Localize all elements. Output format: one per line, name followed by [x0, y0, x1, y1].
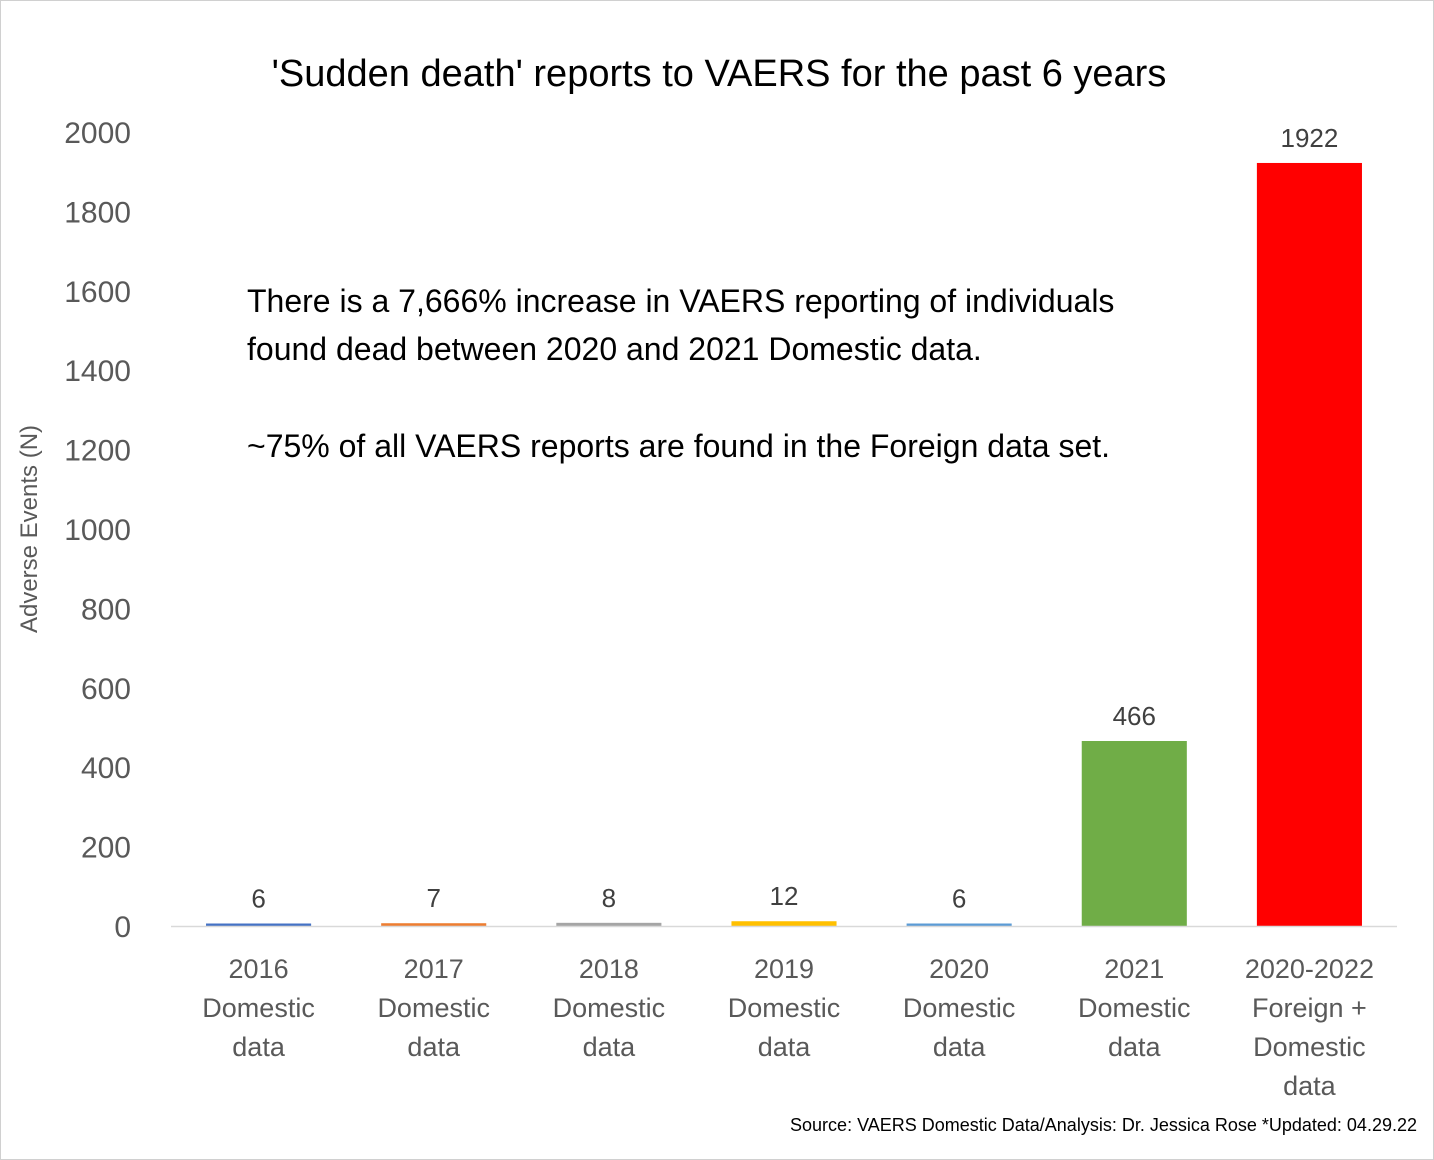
- x-tick-label: 2020-2022 Foreign + Domestic data: [1245, 954, 1374, 1101]
- y-axis-ticks: 0 200 400 600 800 1000 1200 1400 1600 1800 2000: [64, 117, 131, 944]
- annotation-text: There is a 7,666% increase in VAERS repo…: [247, 283, 1114, 464]
- y-tick-label: 800: [81, 593, 131, 626]
- y-tick-label: 1600: [64, 276, 131, 309]
- x-tick-label: 2018 Domestic data: [553, 954, 666, 1062]
- x-tick-label: 2017 Domestic data: [377, 954, 490, 1062]
- y-tick-label: 1200: [64, 435, 131, 468]
- bar: [1081, 740, 1187, 926]
- y-tick-label: 2000: [64, 117, 131, 150]
- bar: [381, 923, 487, 926]
- y-tick-label: 1000: [64, 514, 131, 547]
- bars: [206, 162, 1362, 926]
- bar: [731, 921, 837, 926]
- x-tick-label: 2016 Domestic data: [202, 954, 315, 1062]
- source-note: Source: VAERS Domestic Data/Analysis: Dr…: [790, 1115, 1417, 1135]
- x-tick-label: 2020 Domestic data: [903, 954, 1016, 1062]
- annotation-line-2: found dead between 2020 and 2021 Domesti…: [247, 331, 982, 367]
- data-label: 7: [426, 883, 440, 913]
- data-labels: 6 7 8 12 6 466 1922: [251, 123, 1338, 914]
- data-label: 466: [1113, 701, 1156, 731]
- bar: [1256, 162, 1362, 926]
- data-label: 12: [770, 881, 799, 911]
- y-tick-label: 400: [81, 752, 131, 785]
- bar: [206, 923, 312, 926]
- data-label: 6: [952, 884, 966, 914]
- y-tick-label: 1800: [64, 196, 131, 229]
- annotation-line-1: There is a 7,666% increase in VAERS repo…: [247, 283, 1114, 319]
- x-tick-label: 2021 Domestic data: [1078, 954, 1191, 1062]
- y-tick-label: 1400: [64, 355, 131, 388]
- y-tick-label: 0: [114, 911, 131, 944]
- bar: [556, 922, 662, 926]
- x-axis-ticks: 2016 Domestic data 2017 Domestic data 2018 Dome…: [202, 954, 1374, 1101]
- y-tick-label: 200: [81, 832, 131, 865]
- annotation-line-3: ~75% of all VAERS reports are found in t…: [247, 428, 1110, 464]
- y-axis-label: Adverse Events (N): [16, 425, 43, 633]
- x-tick-label: 2019 Domestic data: [728, 954, 841, 1062]
- data-label: 1922: [1281, 123, 1339, 153]
- data-label: 6: [251, 884, 265, 914]
- data-label: 8: [602, 883, 616, 913]
- chart-title: 'Sudden death' reports to VAERS for the …: [272, 53, 1167, 95]
- y-tick-label: 600: [81, 673, 131, 706]
- bar: [906, 923, 1012, 926]
